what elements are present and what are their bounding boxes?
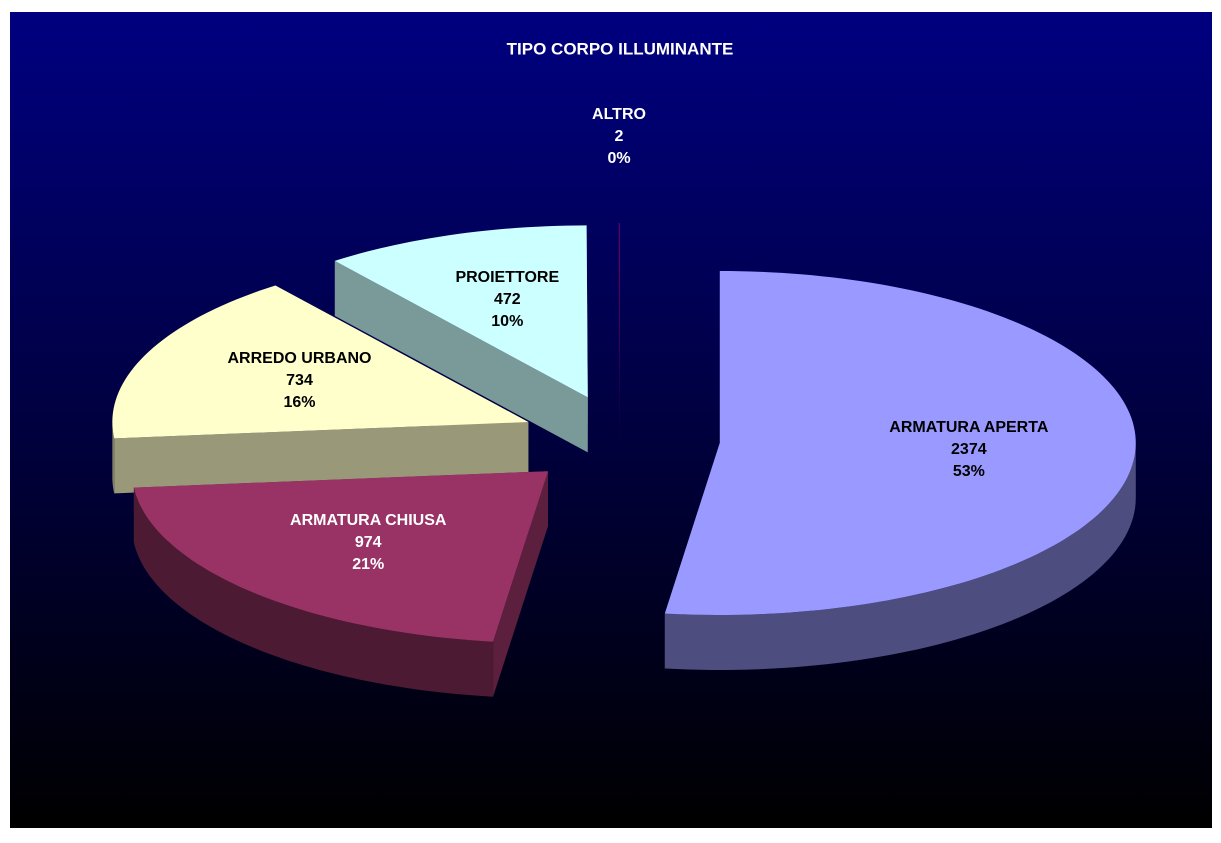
data-label: 0% [607,150,630,167]
slice-side [133,487,494,697]
data-label: 472 [494,291,521,308]
data-label: ARREDO URBANO [228,350,372,367]
slice [334,225,588,398]
data-label: ARMATURA APERTA [889,419,1049,436]
data-label: 2 [615,128,624,145]
data-label: 21% [352,556,384,573]
slice-side [114,422,529,494]
slices [112,223,1136,697]
slice [112,285,529,439]
data-label: 16% [283,394,315,411]
data-label: 974 [355,534,382,551]
slice [618,223,620,396]
data-label: 734 [286,372,313,389]
labels: ARMATURA APERTA 2374 53% ARMATURA CHIUSA 974… [228,106,1049,573]
data-label: PROIETTORE [455,269,559,286]
slice-side [112,422,115,494]
chart-title: TIPO CORPO ILLUMINANTE [507,39,734,58]
data-label: 53% [953,463,985,480]
slice-side [664,442,1136,670]
slice-side [334,260,588,453]
data-label: 10% [491,313,523,330]
data-label: ALTRO [592,106,646,123]
data-label: 2374 [951,441,987,458]
slice-side [493,471,548,697]
slice [664,270,1136,615]
slice-side [618,223,620,451]
data-label: ARMATURA CHIUSA [290,512,447,529]
slice [133,471,548,642]
